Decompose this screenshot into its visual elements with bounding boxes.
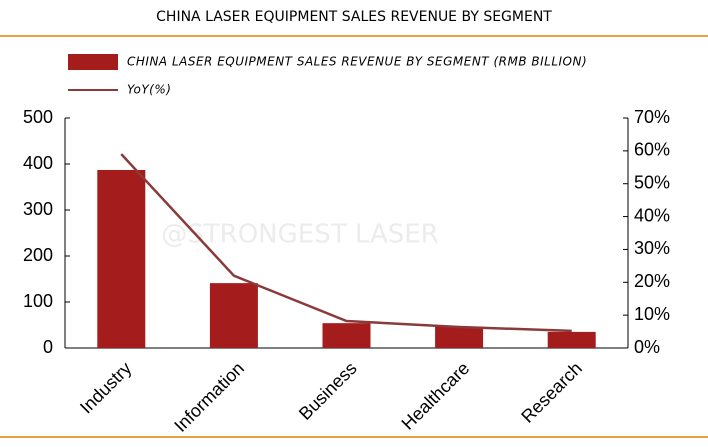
watermark: @STRONGEST LASER xyxy=(161,220,438,250)
bar xyxy=(435,326,484,348)
chart-title: CHINA LASER EQUIPMENT SALES REVENUE BY S… xyxy=(156,9,552,25)
y2-tick-label: 0% xyxy=(634,337,660,357)
line xyxy=(120,153,572,333)
bar xyxy=(209,283,258,348)
y2-tick-label: 20% xyxy=(634,271,670,291)
y-tick-label: 200 xyxy=(23,245,53,265)
y-tick-label: 500 xyxy=(23,107,53,127)
y-tick-label: 400 xyxy=(23,153,53,173)
legend-swatch xyxy=(68,54,118,70)
bar xyxy=(547,331,596,348)
legend-label: CHINA LASER EQUIPMENT SALES REVENUE BY S… xyxy=(127,55,587,69)
y-tick-label: 300 xyxy=(23,199,53,219)
y-tick-label: 100 xyxy=(23,291,53,311)
x-tick-label: Research xyxy=(517,358,586,427)
x-tick-label: Industry xyxy=(76,358,135,417)
y2-tick-label: 70% xyxy=(634,107,670,127)
x-tick-label: Business xyxy=(295,358,361,424)
y-tick-label: 0 xyxy=(43,337,53,357)
y2-tick-label: 40% xyxy=(634,205,670,225)
y2-tick-label: 60% xyxy=(634,140,670,160)
legend-label: YoY(%) xyxy=(127,83,171,97)
x-tick-label: Information xyxy=(170,358,248,436)
x-tick-label: Healthcare xyxy=(398,358,474,434)
y2-tick-label: 10% xyxy=(634,304,670,324)
bar xyxy=(97,169,146,348)
bar xyxy=(322,323,371,348)
y2-tick-label: 50% xyxy=(634,172,670,192)
y2-tick-label: 30% xyxy=(634,238,670,258)
